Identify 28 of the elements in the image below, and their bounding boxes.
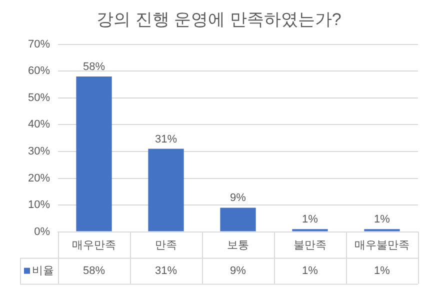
x-tick-label: 매우불만족	[354, 239, 410, 252]
x-tick-label: 만족	[155, 239, 178, 252]
text: 1%	[302, 214, 318, 226]
bar	[220, 208, 256, 232]
data-label: 58%	[83, 264, 106, 277]
bar	[76, 76, 112, 232]
chart-title: 강의 진행 운영에 만족하였는가?	[96, 10, 342, 29]
text: 1%	[374, 214, 390, 226]
y-tick-label: 40%	[28, 118, 50, 131]
y-tick-label: 70%	[28, 38, 50, 50]
data-label: 9%	[230, 264, 246, 277]
data-label: 1%	[302, 264, 318, 277]
y-tick-label: 60%	[28, 65, 50, 78]
data-label: 1%	[374, 264, 390, 277]
x-tick-label: 보통	[227, 239, 250, 252]
y-tick-label: 50%	[28, 92, 50, 104]
data-label: 31%	[154, 264, 178, 277]
x-tick-label: 불만족	[294, 239, 327, 252]
y-tick-label: 10%	[28, 199, 50, 212]
text: 9%	[230, 192, 246, 204]
y-tick-label: 0%	[34, 226, 50, 238]
y-tick-label: 30%	[28, 146, 50, 158]
y-tick-label: 20%	[28, 172, 50, 184]
text: 31%	[154, 133, 178, 146]
x-tick-label: 매우만족	[72, 239, 116, 252]
bar	[148, 148, 184, 232]
text: 58%	[83, 61, 106, 74]
legend-label: 비율	[32, 264, 54, 277]
